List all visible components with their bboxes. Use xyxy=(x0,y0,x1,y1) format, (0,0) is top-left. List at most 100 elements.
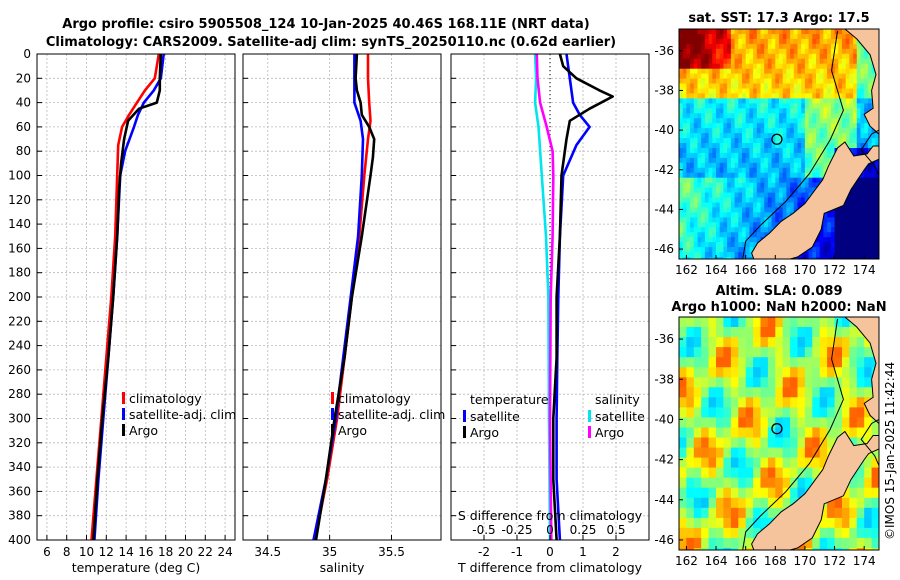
heatmap-cell xyxy=(816,68,821,75)
y-tick-label: 20 xyxy=(16,71,31,85)
heatmap-cell xyxy=(690,48,695,55)
heatmap-cell xyxy=(738,138,743,144)
heatmap-cell xyxy=(756,34,762,40)
heatmap-cell xyxy=(819,507,828,519)
heatmap-cell xyxy=(764,68,769,75)
heatmap-cell xyxy=(779,88,784,95)
heatmap-cell xyxy=(775,108,780,114)
heatmap-cell xyxy=(767,417,776,428)
heatmap-cell xyxy=(723,73,728,80)
heatmap-cell xyxy=(708,317,717,328)
heatmap-cell xyxy=(753,43,758,50)
heatmap-cell xyxy=(801,157,806,164)
heatmap-cell xyxy=(704,78,710,85)
heatmap-cell xyxy=(871,212,876,218)
heatmap-cell xyxy=(790,437,799,449)
heatmap-cell xyxy=(734,93,739,99)
heatmap-cell xyxy=(701,73,706,80)
heatmap-cell xyxy=(816,83,821,90)
heatmap-cell xyxy=(716,457,724,469)
heatmap-cell xyxy=(753,118,758,124)
x-tick-label: -1 xyxy=(511,545,523,559)
heatmap-cell xyxy=(823,48,828,55)
heatmap-cell xyxy=(704,148,710,154)
heatmap-cell xyxy=(753,232,758,238)
heatmap-cell xyxy=(719,227,724,233)
heatmap-cell xyxy=(793,58,799,65)
heatmap-cell xyxy=(871,467,879,479)
heatmap-cell xyxy=(790,317,799,328)
heatmap-cell xyxy=(790,327,799,338)
heatmap-cell xyxy=(812,357,821,368)
heatmap-cell xyxy=(734,157,739,164)
heatmap-cell xyxy=(727,43,732,50)
heatmap-cell xyxy=(756,73,762,80)
heatmap-cell xyxy=(797,123,802,129)
heatmap-cell xyxy=(775,58,780,65)
heatmap-cell xyxy=(679,377,687,388)
heatmap-cell xyxy=(745,48,750,55)
heatmap-cell xyxy=(864,237,869,243)
heatmap-cell xyxy=(853,242,858,248)
heatmap-cell xyxy=(779,83,784,90)
heatmap-cell xyxy=(790,417,799,428)
heatmap-cell xyxy=(708,63,713,70)
heatmap-cell xyxy=(830,48,836,55)
heatmap-cell xyxy=(708,207,713,213)
difference-ticks: -2 -1 0 1 2-0.5 -0.25 0 0.25 0.5 xyxy=(451,53,626,559)
heatmap-cell xyxy=(864,407,873,418)
heatmap-cell xyxy=(849,148,854,154)
heatmap-cell xyxy=(771,148,776,154)
heatmap-cell xyxy=(830,143,836,149)
sla-map-ticks: 162 164 166 168 170 172 174-36-38-40-42-44-46 xyxy=(654,332,875,568)
heatmap-cell xyxy=(693,212,699,218)
heatmap-cell xyxy=(860,88,865,95)
heatmap-cell xyxy=(745,257,750,259)
heatmap-cell xyxy=(745,83,750,90)
argo-position-marker xyxy=(771,133,783,145)
heatmap-cell xyxy=(712,113,717,119)
heatmap-cell xyxy=(742,143,747,149)
heatmap-cell xyxy=(797,118,802,124)
heatmap-cell xyxy=(856,252,862,258)
heatmap-cell xyxy=(701,212,706,218)
heatmap-cell xyxy=(838,212,843,218)
heatmap-cell xyxy=(753,88,758,95)
heatmap-cell xyxy=(738,133,743,139)
heatmap-cell xyxy=(734,162,739,169)
heatmap-cell xyxy=(842,242,847,248)
heatmap-cell xyxy=(693,162,699,169)
heatmap-cell xyxy=(716,177,721,184)
heatmap-cell xyxy=(690,257,695,259)
heatmap-cell xyxy=(749,212,754,218)
heatmap-cell xyxy=(734,48,739,55)
heatmap-cell xyxy=(716,242,721,248)
heatmap-cell xyxy=(827,437,836,449)
heatmap-cell xyxy=(686,167,691,174)
heatmap-cell xyxy=(708,537,717,549)
heatmap-cell xyxy=(804,182,810,189)
north-island-land xyxy=(844,29,879,136)
heatmap-cell xyxy=(704,93,710,99)
heatmap-cell xyxy=(693,192,699,199)
heatmap-cell xyxy=(801,172,806,179)
heatmap-cell xyxy=(812,29,817,35)
heatmap-cell xyxy=(686,427,695,439)
heatmap-cell xyxy=(690,167,695,174)
heatmap-cell xyxy=(730,367,739,378)
x-tick-label: 24 xyxy=(217,545,232,559)
heatmap-cell xyxy=(804,257,810,259)
heatmap-cell xyxy=(708,118,713,124)
heatmap-cell xyxy=(745,242,750,248)
heatmap-cell xyxy=(767,487,776,499)
heatmap-cell xyxy=(812,93,817,99)
heatmap-cell xyxy=(723,517,732,529)
heatmap-cell xyxy=(753,202,758,209)
heatmap-cell xyxy=(679,157,684,164)
heatmap-cell xyxy=(793,133,799,139)
heatmap-cell xyxy=(793,63,799,70)
heatmap-cell xyxy=(690,187,695,194)
heatmap-cell xyxy=(727,58,732,65)
heatmap-cell xyxy=(693,58,699,65)
heatmap-cell xyxy=(812,317,821,328)
